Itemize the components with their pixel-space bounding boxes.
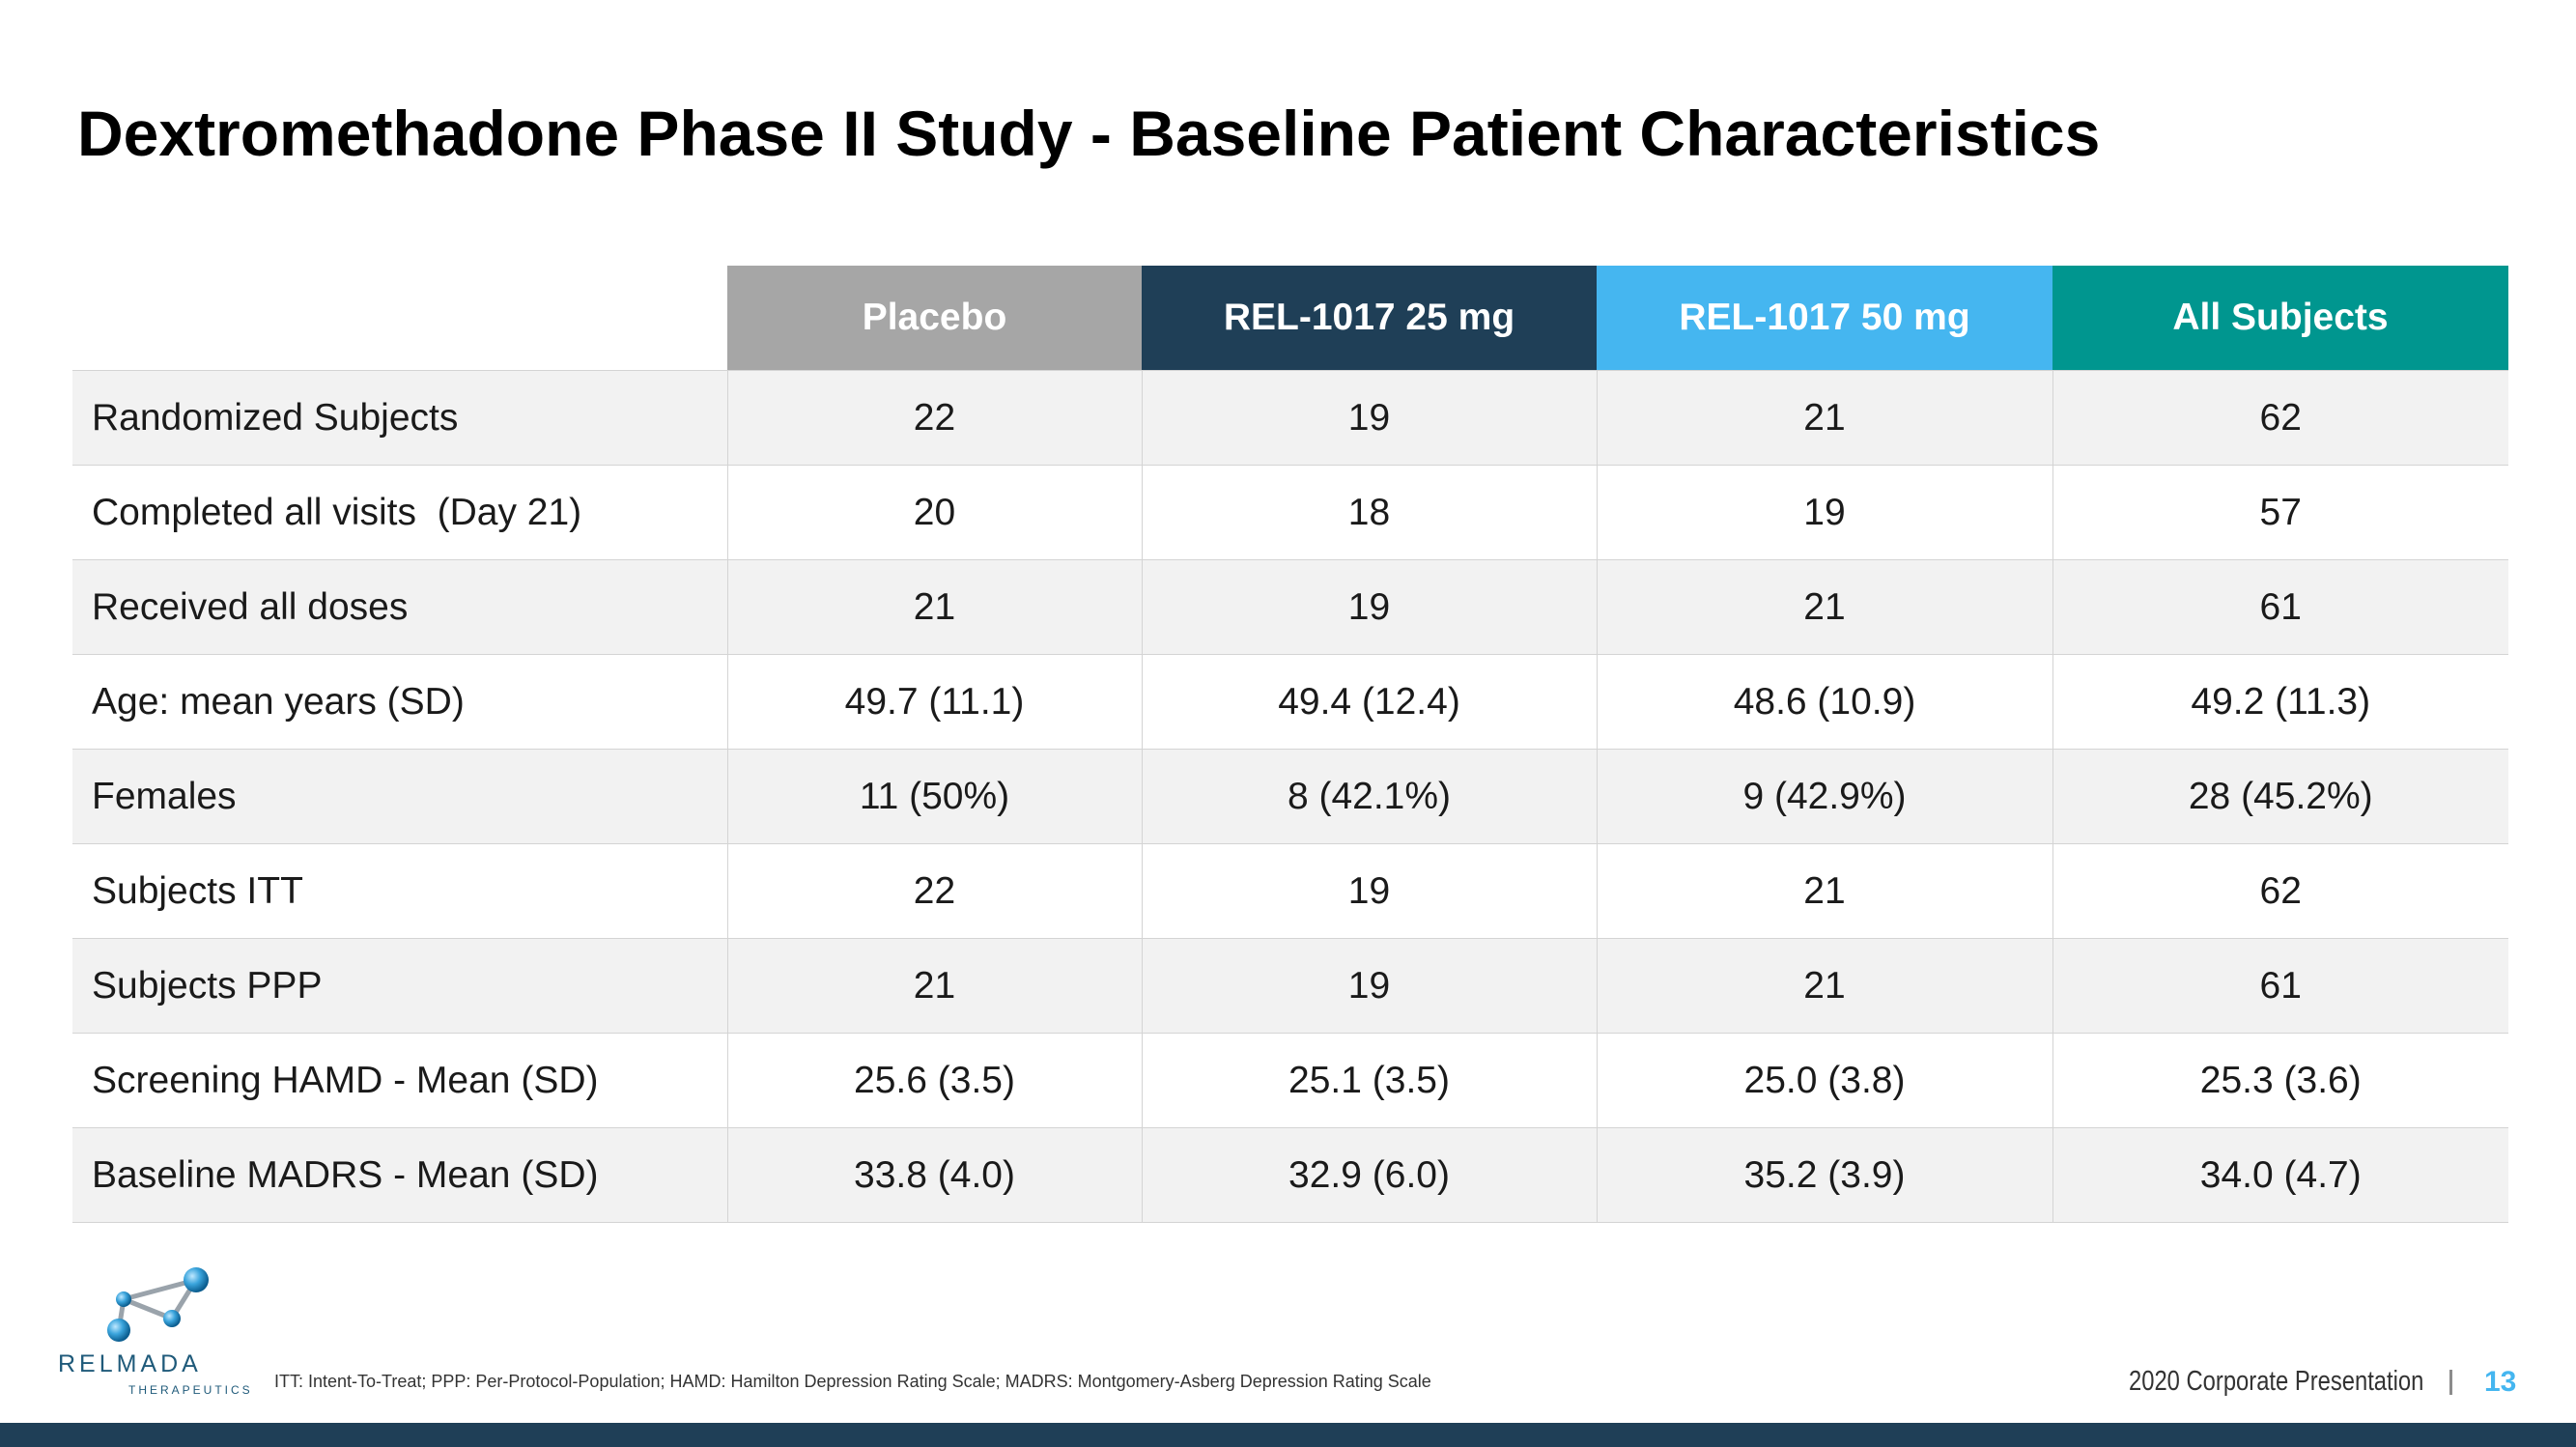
cell-rel-25mg: 49.4 (12.4): [1141, 654, 1597, 750]
cell-placebo: 25.6 (3.5): [726, 1033, 1142, 1128]
table-row: Randomized Subjects 22 19 21 62: [72, 370, 2508, 466]
page-number: 13: [2484, 1366, 2517, 1398]
table-row: Subjects PPP 21 19 21 61: [72, 938, 2508, 1034]
footer-divider: [2449, 1370, 2452, 1395]
row-label: Completed all visits (Day 21): [72, 465, 727, 560]
row-label: Age: mean years (SD): [72, 654, 727, 750]
cell-rel-25mg: 8 (42.1%): [1141, 749, 1597, 844]
header-placebo: Placebo: [727, 266, 1142, 371]
cell-rel-25mg: 32.9 (6.0): [1141, 1127, 1597, 1223]
cell-placebo: 33.8 (4.0): [726, 1127, 1142, 1223]
row-label: Females: [72, 749, 727, 844]
row-label: Received all doses: [72, 559, 727, 655]
cell-all-subjects: 28 (45.2%): [2052, 749, 2508, 844]
cell-all-subjects: 57: [2052, 465, 2508, 560]
cell-rel-50mg: 25.0 (3.8): [1596, 1033, 2052, 1128]
cell-rel-25mg: 19: [1141, 843, 1597, 939]
row-label: Screening HAMD - Mean (SD): [72, 1033, 727, 1128]
cell-rel-50mg: 21: [1596, 370, 2052, 466]
cell-rel-25mg: 25.1 (3.5): [1141, 1033, 1597, 1128]
cell-rel-25mg: 19: [1141, 559, 1597, 655]
table-row: Subjects ITT 22 19 21 62: [72, 843, 2508, 939]
cell-all-subjects: 62: [2052, 370, 2508, 466]
cell-placebo: 20: [726, 465, 1142, 560]
header-rel-1017-50mg: REL-1017 50 mg: [1597, 266, 2052, 371]
cell-rel-25mg: 19: [1141, 938, 1597, 1034]
cell-placebo: 21: [726, 938, 1142, 1034]
row-label: Subjects PPP: [72, 938, 727, 1034]
cell-placebo: 22: [726, 370, 1142, 466]
cell-rel-50mg: 21: [1596, 938, 2052, 1034]
cell-rel-50mg: 48.6 (10.9): [1596, 654, 2052, 750]
cell-rel-50mg: 35.2 (3.9): [1596, 1127, 2052, 1223]
table-row: Screening HAMD - Mean (SD) 25.6 (3.5) 25…: [72, 1033, 2508, 1128]
header-blank: [72, 266, 727, 371]
baseline-characteristics-table: Placebo REL-1017 25 mg REL-1017 50 mg Al…: [72, 266, 2508, 1223]
cell-all-subjects: 61: [2052, 938, 2508, 1034]
cell-all-subjects: 25.3 (3.6): [2052, 1033, 2508, 1128]
row-label: Baseline MADRS - Mean (SD): [72, 1127, 727, 1223]
table-row: Females 11 (50%) 8 (42.1%) 9 (42.9%) 28 …: [72, 749, 2508, 844]
logo-subtitle: THERAPEUTICS: [128, 1383, 253, 1397]
cell-all-subjects: 34.0 (4.7): [2052, 1127, 2508, 1223]
cell-rel-50mg: 21: [1596, 559, 2052, 655]
row-label: Randomized Subjects: [72, 370, 727, 466]
table-row: Completed all visits (Day 21) 20 18 19 5…: [72, 465, 2508, 560]
logo-wordmark: RELMADA: [58, 1350, 202, 1377]
page-title: Dextromethadone Phase II Study - Baselin…: [77, 98, 2101, 169]
table-row: Age: mean years (SD) 49.7 (11.1) 49.4 (1…: [72, 654, 2508, 750]
footnote: ITT: Intent-To-Treat; PPP: Per-Protocol-…: [274, 1372, 1431, 1391]
header-rel-1017-25mg: REL-1017 25 mg: [1142, 266, 1597, 371]
molecule-logo-icon: [107, 1267, 209, 1342]
cell-placebo: 22: [726, 843, 1142, 939]
cell-rel-25mg: 18: [1141, 465, 1597, 560]
cell-placebo: 11 (50%): [726, 749, 1142, 844]
cell-rel-50mg: 9 (42.9%): [1596, 749, 2052, 844]
table-row: Received all doses 21 19 21 61: [72, 559, 2508, 655]
cell-rel-50mg: 19: [1596, 465, 2052, 560]
corporate-presentation-label: 2020 Corporate Presentation: [2129, 1366, 2424, 1397]
cell-all-subjects: 61: [2052, 559, 2508, 655]
table-row: Baseline MADRS - Mean (SD) 33.8 (4.0) 32…: [72, 1127, 2508, 1223]
cell-all-subjects: 49.2 (11.3): [2052, 654, 2508, 750]
cell-all-subjects: 62: [2052, 843, 2508, 939]
cell-rel-50mg: 21: [1596, 843, 2052, 939]
row-label: Subjects ITT: [72, 843, 727, 939]
cell-rel-25mg: 19: [1141, 370, 1597, 466]
cell-placebo: 49.7 (11.1): [726, 654, 1142, 750]
header-all-subjects: All Subjects: [2052, 266, 2508, 371]
table-header-row: Placebo REL-1017 25 mg REL-1017 50 mg Al…: [72, 266, 2508, 371]
cell-placebo: 21: [726, 559, 1142, 655]
bottom-accent-bar: [0, 1423, 2576, 1447]
